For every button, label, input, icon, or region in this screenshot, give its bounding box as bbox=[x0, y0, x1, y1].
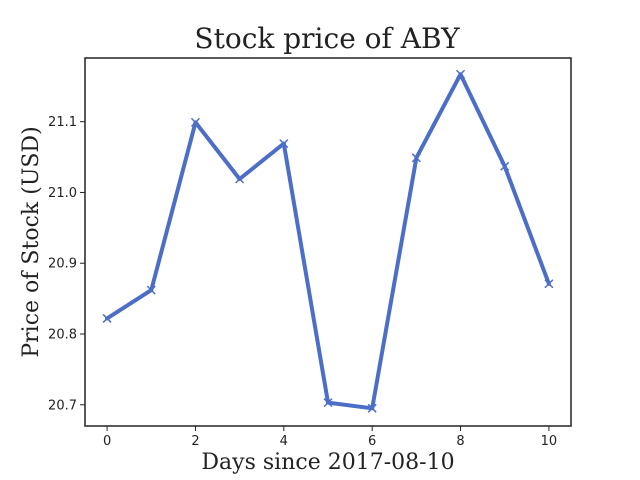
data-point bbox=[102, 313, 112, 323]
data-point bbox=[190, 117, 200, 127]
plot-area-frame bbox=[84, 57, 572, 427]
y-axis-ticks: 20.7 20.8 20.9 21.0 21.1 bbox=[48, 115, 85, 413]
data-point bbox=[544, 279, 554, 289]
x-axis-label: Days since 2017-08-10 bbox=[201, 450, 454, 475]
y-tick-label: 21.1 bbox=[48, 115, 77, 130]
y-tick-label: 20.7 bbox=[48, 398, 77, 413]
y-tick-label: 20.8 bbox=[48, 328, 77, 343]
x-tick-label: 10 bbox=[541, 434, 558, 449]
data-point bbox=[411, 153, 421, 163]
data-point bbox=[146, 285, 156, 295]
x-tick-label: 6 bbox=[368, 434, 376, 449]
x-tick-label: 0 bbox=[103, 434, 111, 449]
data-point bbox=[323, 398, 333, 408]
data-markers bbox=[102, 69, 554, 413]
data-point bbox=[456, 69, 466, 79]
data-point bbox=[500, 161, 510, 171]
y-tick-label: 21.0 bbox=[48, 186, 77, 201]
x-tick-label: 8 bbox=[456, 434, 464, 449]
y-tick-label: 20.9 bbox=[48, 257, 77, 272]
y-axis-label: Price of Stock (USD) bbox=[19, 126, 44, 357]
x-tick-label: 4 bbox=[280, 434, 288, 449]
chart-title: Stock price of ABY bbox=[194, 22, 460, 55]
x-axis-ticks: 0 2 4 6 8 10 bbox=[103, 426, 557, 449]
data-point bbox=[367, 403, 377, 413]
x-tick-label: 2 bbox=[191, 434, 199, 449]
data-point bbox=[235, 174, 245, 184]
data-point bbox=[279, 139, 289, 149]
